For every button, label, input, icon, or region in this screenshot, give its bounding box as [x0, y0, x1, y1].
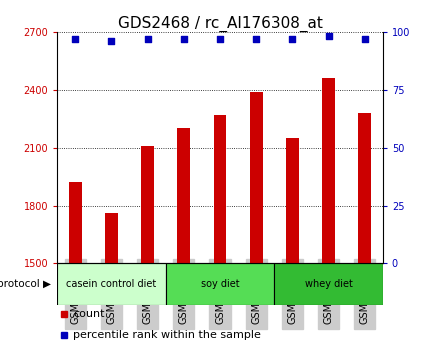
Bar [286, 138, 299, 263]
Text: whey diet: whey diet [304, 279, 352, 290]
Title: GDS2468 / rc_AI176308_at: GDS2468 / rc_AI176308_at [117, 16, 323, 32]
Text: count: count [73, 309, 105, 319]
Bar [322, 78, 335, 263]
Text: soy diet: soy diet [201, 279, 239, 290]
Point [144, 36, 151, 42]
Point [325, 34, 332, 39]
Point [361, 36, 368, 42]
Bar [359, 113, 371, 263]
Point [108, 38, 115, 44]
Bar [214, 115, 226, 263]
Bar [141, 146, 154, 263]
FancyBboxPatch shape [274, 263, 383, 306]
Bar [250, 92, 263, 263]
Point [72, 36, 79, 42]
Bar [69, 182, 82, 263]
Text: percentile rank within the sample: percentile rank within the sample [73, 330, 261, 340]
Point [289, 36, 296, 42]
FancyBboxPatch shape [166, 263, 274, 306]
Point [180, 36, 187, 42]
Point [253, 36, 260, 42]
Bar [105, 213, 118, 263]
Text: casein control diet: casein control diet [66, 279, 157, 290]
Bar [177, 129, 190, 263]
Point [216, 36, 224, 42]
FancyBboxPatch shape [57, 263, 166, 306]
Text: protocol ▶: protocol ▶ [0, 279, 51, 290]
